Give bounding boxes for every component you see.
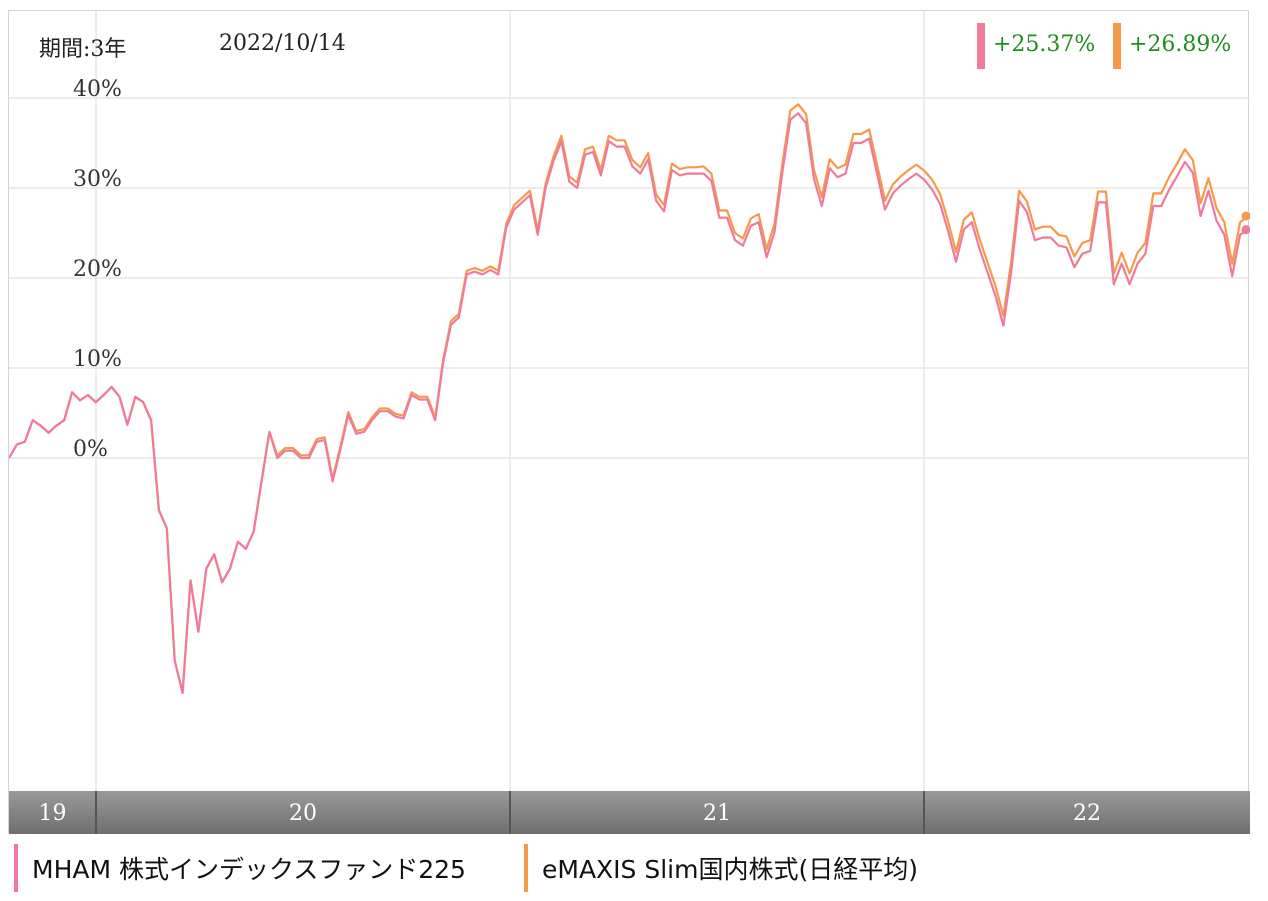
series-lines xyxy=(9,103,1250,695)
legend-swatch xyxy=(524,844,528,892)
return-value-series-2: +26.89% xyxy=(1113,21,1232,69)
legend-swatch xyxy=(14,844,18,892)
x-tick-label: 21 xyxy=(703,801,731,826)
return-value-series-1: +25.37% xyxy=(977,21,1096,69)
y-tick-label: 30% xyxy=(73,167,122,192)
y-tick-label: 40% xyxy=(73,77,122,102)
period-label[interactable]: 期間:3年 xyxy=(39,37,127,62)
x-tick-label: 20 xyxy=(289,801,317,826)
series-2-color-marker xyxy=(1113,23,1121,69)
x-tick-label: 19 xyxy=(39,801,67,826)
x-axis-band: 19 20 21 22 xyxy=(9,791,1250,834)
date-label: 2022/10/14 xyxy=(219,31,346,56)
x-axis-band-bg xyxy=(9,791,1250,834)
grid-lines xyxy=(9,11,1250,791)
line-chart: 40% 30% 20% 10% 0% 19 20 21 22 xyxy=(9,11,1250,834)
legend-item-emaxis[interactable]: eMAXIS Slim国内株式(日経平均) xyxy=(524,844,918,892)
y-axis-ticks: 40% 30% 20% 10% 0% xyxy=(73,77,122,462)
legend-item-mham[interactable]: MHAM 株式インデックスファンド225 xyxy=(14,844,466,892)
series-end-marker-1 xyxy=(1241,225,1250,235)
y-tick-label: 20% xyxy=(73,257,122,282)
chart-legend: MHAM 株式インデックスファンド225 eMAXIS Slim国内株式(日経平… xyxy=(8,838,1249,894)
series-1-color-marker xyxy=(977,23,985,69)
x-tick-label: 22 xyxy=(1073,801,1101,826)
y-tick-label: 10% xyxy=(73,347,122,372)
series-line-1 xyxy=(9,112,1249,695)
return-value-text: +26.89% xyxy=(1129,31,1232,57)
y-tick-label: 0% xyxy=(73,437,108,462)
legend-label: eMAXIS Slim国内株式(日経平均) xyxy=(542,855,918,884)
return-value-text: +25.37% xyxy=(993,31,1096,57)
chart-frame: 40% 30% 20% 10% 0% 19 20 21 22 期間:3年 2022/10/14… xyxy=(8,10,1250,834)
series-end-marker-2 xyxy=(1241,211,1250,221)
legend-label: MHAM 株式インデックスファンド225 xyxy=(32,855,466,884)
